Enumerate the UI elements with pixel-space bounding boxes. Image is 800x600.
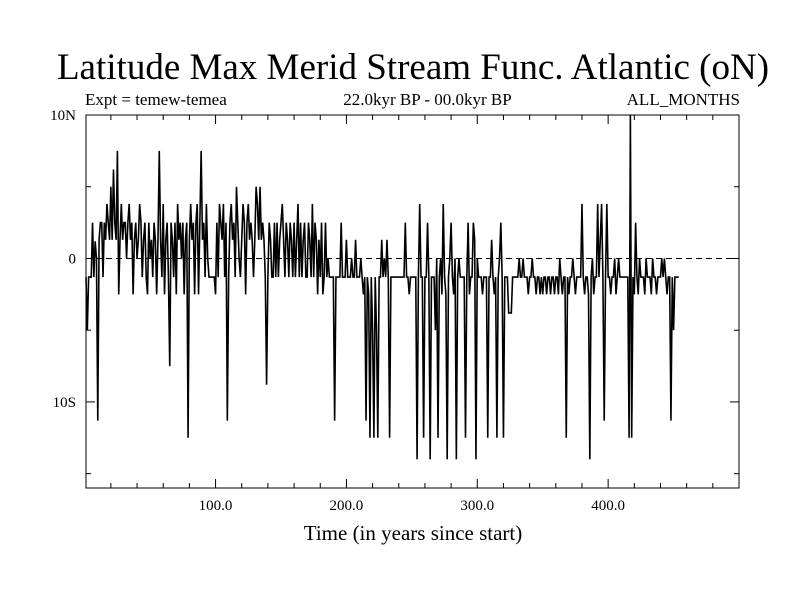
x-axis-label: Time (in years since start) <box>304 521 523 545</box>
y-tick-label: 10S <box>53 395 76 411</box>
x-tick-label: 100.0 <box>199 498 233 514</box>
y-tick-label: 0 <box>69 251 77 267</box>
period-label: 22.0kyr BP - 00.0kyr BP <box>343 90 512 109</box>
y-tick-label: 10N <box>50 108 76 124</box>
x-tick-label: 300.0 <box>460 498 494 514</box>
chart-title: Latitude Max Merid Stream Func. Atlantic… <box>56 47 770 88</box>
x-tick-label: 400.0 <box>591 498 625 514</box>
data-series-line <box>85 114 679 460</box>
x-tick-label: 200.0 <box>330 498 364 514</box>
experiment-label: Expt = temew-temea <box>85 90 227 109</box>
months-label: ALL_MONTHS <box>626 90 740 109</box>
plot-frame <box>85 114 740 489</box>
